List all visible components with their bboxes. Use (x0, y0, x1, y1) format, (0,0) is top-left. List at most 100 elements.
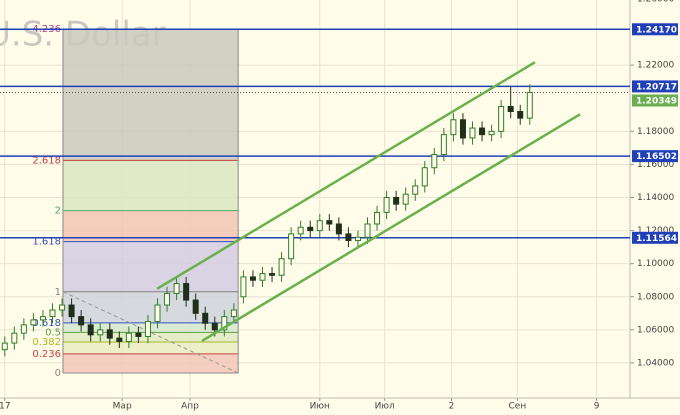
y-tick-label: 1.06000 (637, 325, 674, 335)
candle-body (507, 106, 514, 112)
candle-body (230, 309, 237, 318)
candle-body (278, 258, 285, 276)
fib-label: 2 (55, 206, 61, 217)
candle-body (316, 220, 323, 232)
candle-body (30, 319, 37, 326)
fib-band (63, 28, 239, 161)
candle-body (144, 321, 151, 337)
fib-label: 0.382 (32, 337, 61, 348)
candle-body (297, 226, 304, 235)
level-tag-label: 1.11564 (636, 234, 677, 244)
candle-body (125, 332, 132, 342)
candle-body (20, 324, 27, 334)
y-tick-label: 1.22000 (637, 61, 674, 71)
y-tick-label: 1.10000 (637, 259, 674, 269)
candle-body (59, 304, 66, 311)
candle-body (412, 185, 419, 195)
candle-body (479, 127, 486, 136)
fib-label: 0.618 (32, 318, 61, 329)
candle-body (202, 312, 209, 324)
y-tick-label: 1.18000 (637, 127, 674, 137)
candle-body (269, 273, 276, 276)
candle-body (173, 283, 180, 294)
channel-line (201, 113, 581, 343)
candle-body (383, 197, 390, 213)
candle-body (11, 332, 18, 344)
candle-body (469, 127, 476, 139)
candle-body (154, 304, 161, 323)
candle-body (221, 316, 228, 331)
fib-label: 0.236 (32, 349, 61, 360)
candle-body (49, 309, 56, 318)
y-tick-label: 1.12000 (637, 226, 674, 236)
y-tick-label: 1.16000 (637, 160, 674, 170)
candle-body (335, 223, 342, 235)
y-tick-label: 1.08000 (637, 292, 674, 302)
level-tag (632, 80, 678, 93)
candle-body (421, 167, 428, 187)
y-tick-label: 1.14000 (637, 193, 674, 203)
level-tag (632, 231, 678, 244)
candle-body (517, 110, 524, 119)
candle-body (354, 236, 361, 242)
last-price-label: 1.20349 (636, 96, 677, 106)
candle-body (326, 220, 333, 225)
last-price-tag (632, 94, 678, 107)
candle-body (259, 273, 266, 281)
candle-body (1, 342, 8, 351)
candle-body (78, 316, 85, 326)
fib-band (63, 210, 239, 242)
candle-body (116, 337, 123, 342)
x-tick-label: Июн (310, 402, 330, 412)
level-tag-label: 1.16502 (636, 152, 677, 162)
x-tick-label: Июл (375, 402, 395, 412)
candle-body (240, 276, 247, 298)
candle-body (440, 134, 447, 156)
level-tag-label: 1.20717 (636, 82, 677, 92)
x-tick-label: 17 (0, 402, 10, 412)
x-tick-label: Апр (181, 402, 199, 412)
level-tag (632, 150, 678, 163)
candle-body (345, 233, 352, 242)
candle-body (68, 304, 75, 318)
candle-body (393, 197, 400, 205)
candle-body (39, 316, 46, 321)
candle-body (431, 154, 438, 169)
x-tick-label: Сен (509, 402, 527, 412)
candle-body (183, 283, 190, 301)
fib-label: 2.618 (32, 155, 61, 166)
candle-body (97, 329, 104, 336)
candle-body (192, 299, 199, 314)
candle-body (364, 223, 371, 238)
fib-band (63, 353, 239, 374)
candle-body (87, 324, 94, 336)
y-tick-label: 1.26000 (637, 0, 674, 5)
fib-label: 1.618 (32, 237, 61, 248)
candle-body (164, 292, 171, 306)
candle-body (288, 233, 295, 260)
x-tick-label: 2 (449, 402, 455, 412)
candle-body (249, 276, 256, 281)
channel-line (156, 61, 536, 290)
level-tag-label: 1.24170 (636, 25, 677, 35)
candle-body (106, 329, 113, 339)
fib-label: 0 (55, 368, 61, 379)
fib-band (63, 241, 239, 292)
candle-body (459, 119, 466, 139)
candle-body (307, 226, 314, 232)
candle-body (211, 322, 218, 331)
candle-body (374, 211, 381, 225)
y-tick-label: 1.04000 (637, 358, 674, 368)
fib-band (63, 291, 239, 323)
fib-band (63, 160, 239, 211)
level-tag (632, 23, 678, 36)
candle-body (526, 91, 533, 119)
candle-body (498, 106, 505, 132)
fib-label: 1 (55, 287, 61, 298)
x-tick-label: Мар (113, 402, 132, 412)
candle-body (450, 119, 457, 136)
x-tick-label: 9 (594, 402, 600, 412)
fib-band (63, 332, 239, 342)
candle-body (135, 332, 142, 337)
